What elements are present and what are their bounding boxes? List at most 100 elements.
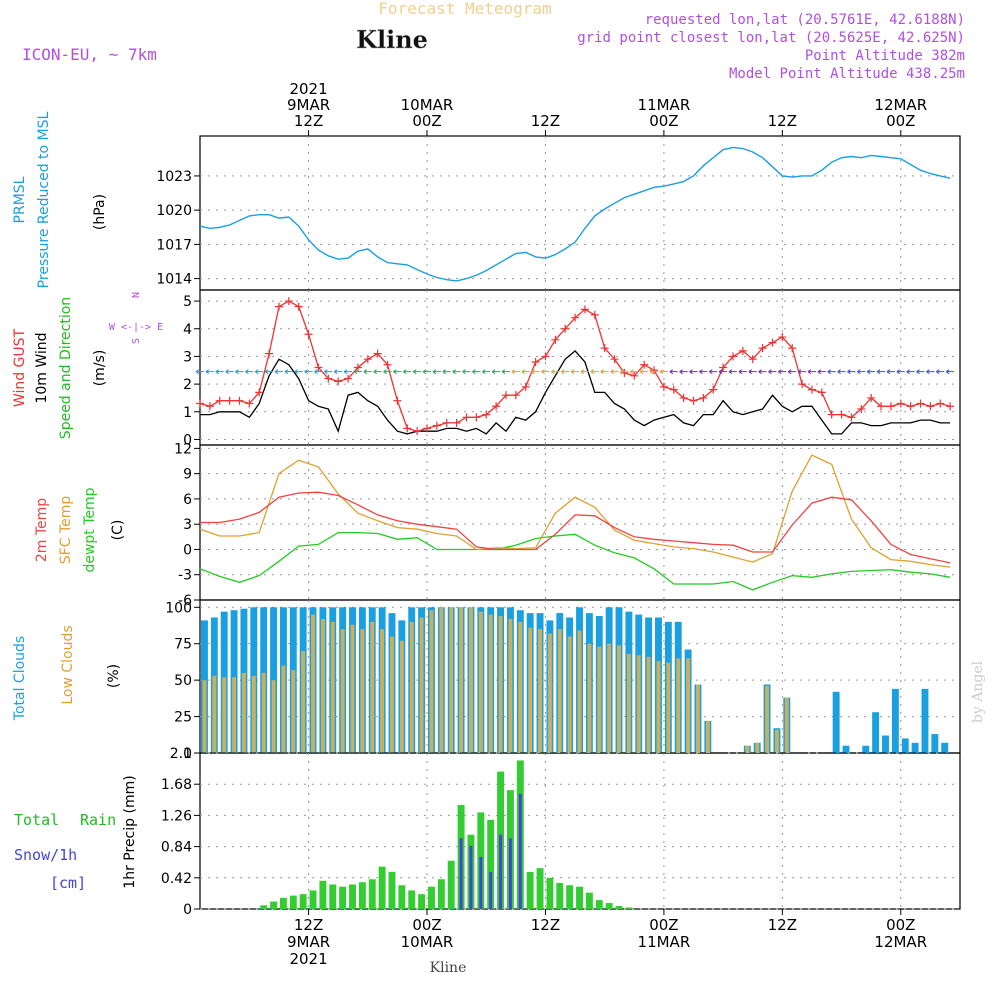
- low-cloud-bar: [676, 658, 681, 753]
- temperature-ytick-label: -3: [178, 568, 192, 584]
- gust-marker: [807, 385, 816, 394]
- top-time-label: 2021: [289, 80, 327, 98]
- rain-bar: [368, 879, 376, 909]
- gust-marker: [423, 424, 432, 433]
- wind-ytick-label: 3: [183, 349, 192, 365]
- wind-direction-arrow: [906, 369, 915, 375]
- wind-direction-arrow: [501, 369, 510, 375]
- gust-marker: [561, 324, 570, 333]
- total-cloud-bar: [941, 742, 949, 753]
- wind-direction-arrow: [610, 369, 619, 375]
- wind-direction-arrow: [551, 369, 560, 375]
- gust-marker: [403, 424, 412, 433]
- wind-direction-arrow: [393, 369, 402, 375]
- bottom-time-label: 12MAR: [874, 933, 927, 951]
- wind-direction-arrow: [797, 369, 807, 375]
- rain-bar: [526, 871, 534, 909]
- pressure-ytick-label: 1020: [156, 203, 192, 219]
- gust-marker: [501, 391, 510, 400]
- wind-direction-arrow: [738, 369, 747, 375]
- gust-marker: [590, 310, 599, 319]
- rain-bar: [605, 903, 613, 909]
- gust-marker: [600, 344, 609, 353]
- clouds-ytick-label: 100: [165, 600, 192, 616]
- gust-marker: [245, 399, 254, 408]
- point-altitude: Point Altitude 382m: [805, 48, 965, 64]
- sfc-temp-line: [199, 454, 951, 568]
- low-cloud-bar: [755, 742, 760, 753]
- model-altitude: Model Point Altitude 438.25m: [729, 66, 965, 82]
- precip-ytick-label: 1.26: [161, 808, 192, 824]
- wind-direction-arrow: [402, 369, 412, 375]
- low-cloud-bar: [488, 614, 493, 753]
- rain-bar: [546, 877, 554, 909]
- rain-bar: [566, 885, 574, 909]
- gust-marker: [738, 346, 747, 355]
- precip-unit-label: 1hr Precip (mm): [122, 775, 138, 888]
- location-title: Kline: [356, 25, 428, 54]
- low-cloud-bar: [666, 662, 671, 753]
- grid-coords: grid point closest lon,lat (20.5625E, 42…: [577, 30, 965, 46]
- gust-marker: [699, 393, 708, 402]
- wind-direction-arrow: [817, 369, 826, 375]
- gust-marker: [610, 355, 619, 364]
- precip-panel-frame: [199, 752, 961, 910]
- gust-marker: [521, 382, 530, 391]
- low-cloud-bar: [626, 653, 631, 753]
- rain-bar: [279, 897, 287, 909]
- bottom-time-label: 00Z: [886, 916, 915, 934]
- top-time-label: 11MAR: [638, 96, 691, 114]
- compass-west-east: W <-|-> E: [109, 322, 163, 333]
- clouds-ytick-label: 75: [174, 637, 192, 653]
- gust-marker: [413, 427, 422, 436]
- rain-bar: [309, 890, 317, 909]
- temp-2m-line: [200, 491, 951, 564]
- gust-marker: [492, 402, 501, 411]
- gust-marker: [709, 385, 718, 394]
- wind-direction-arrow: [333, 369, 343, 375]
- gust-marker: [482, 410, 491, 419]
- wind-direction-arrow: [945, 369, 955, 375]
- rain-bar: [388, 871, 396, 909]
- low-cloud-bar: [311, 614, 315, 753]
- low-cloud-bar: [547, 633, 552, 753]
- rain-bar: [339, 886, 347, 909]
- precip-cm-label: [cm]: [50, 874, 86, 892]
- wind-direction-arrow: [669, 369, 678, 375]
- top-time-label: 12Z: [531, 112, 560, 130]
- pressure-panel-frame: [199, 135, 961, 291]
- gust-marker: [778, 333, 787, 342]
- gust-marker: [719, 363, 728, 372]
- gust-marker: [541, 352, 550, 361]
- wind-direction-arrow: [195, 369, 204, 375]
- wind-direction-arrow: [689, 369, 698, 375]
- gust-marker: [304, 330, 313, 339]
- rain-bar: [536, 868, 544, 909]
- wind-direction-arrow: [560, 369, 570, 375]
- rain-bar: [299, 894, 307, 909]
- low-cloud-bar: [281, 665, 286, 753]
- top-time-label: 00Z: [649, 112, 678, 130]
- low-cloud-bar: [291, 669, 296, 753]
- gust-marker: [531, 357, 540, 366]
- wind-direction-arrow: [254, 369, 264, 375]
- wind-direction-arrow: [876, 369, 886, 375]
- low-cloud-bar: [468, 607, 473, 753]
- gust-marker: [393, 396, 402, 405]
- temp-unit-label: (C): [110, 520, 126, 541]
- wind-direction-arrow: [294, 369, 303, 375]
- low-cloud-bar: [656, 661, 661, 753]
- wind-direction-arrow: [215, 369, 224, 375]
- wind-direction-arrow: [353, 369, 362, 375]
- wind-direction-arrow: [462, 369, 471, 375]
- low-cloud-bar: [774, 729, 779, 753]
- gust-marker: [334, 377, 343, 386]
- low-cloud-bar: [439, 607, 444, 753]
- rain-bar: [319, 880, 327, 909]
- precip-ytick-label: 0: [183, 902, 192, 918]
- wind-direction-arrow: [570, 369, 580, 375]
- wind-direction-arrow: [491, 369, 501, 375]
- pressure-ytick-label: 1014: [156, 272, 192, 288]
- wind-direction-arrow: [324, 369, 333, 375]
- wind-direction-arrow: [264, 369, 274, 375]
